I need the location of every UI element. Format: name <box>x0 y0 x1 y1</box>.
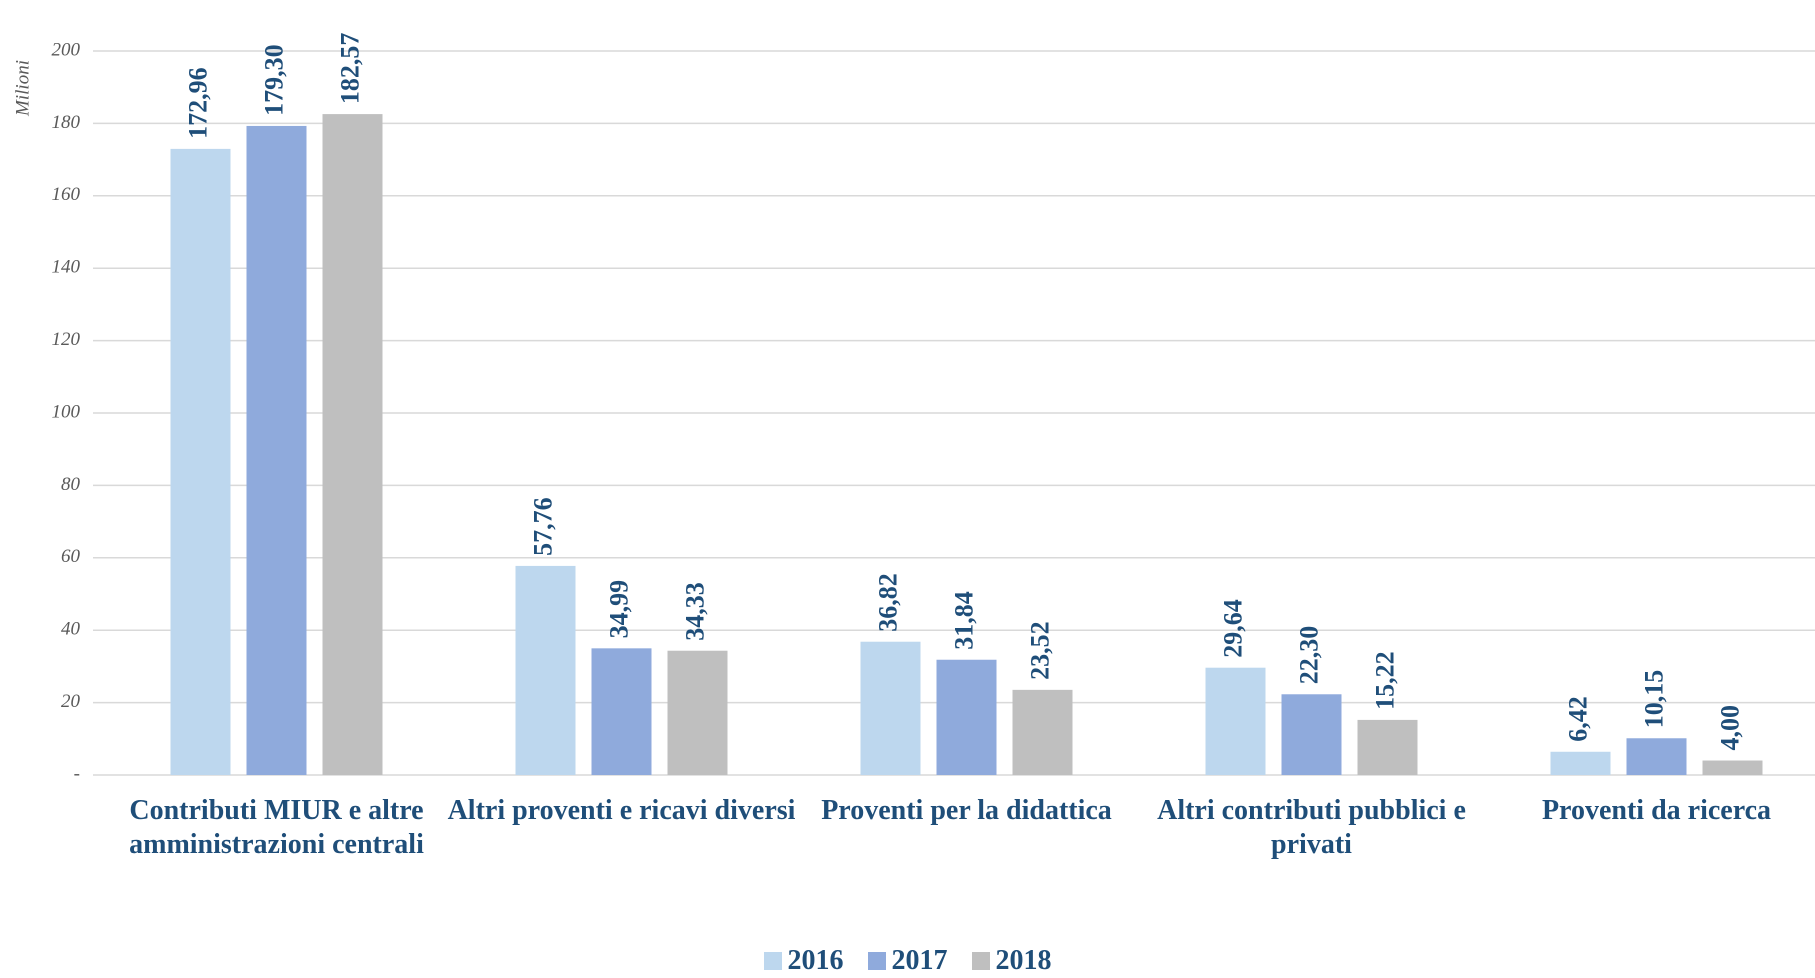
legend-label: 2016 <box>787 945 844 976</box>
y-axis-label: Milioni <box>12 60 33 117</box>
data-label: 179,30 <box>259 44 288 116</box>
data-label: 4,00 <box>1715 705 1744 751</box>
bar <box>936 659 997 775</box>
y-tick-label: 100 <box>52 401 81 422</box>
legend-item: 2016 <box>763 945 844 977</box>
data-label: 22,30 <box>1294 626 1323 685</box>
legend-label: 2017 <box>891 945 948 976</box>
data-label: 10,15 <box>1639 670 1668 729</box>
bar <box>1702 760 1763 775</box>
bar <box>246 125 307 775</box>
data-label: 23,52 <box>1025 621 1054 680</box>
x-tick-label: Altri contributi pubblici e privati <box>1157 795 1466 860</box>
data-label: 34,99 <box>604 580 633 639</box>
x-tick-label: Proventi per la didattica <box>821 795 1112 826</box>
x-tick-label: Contributi MIUR e altre amministrazioni … <box>129 795 424 860</box>
y-tick-label: 180 <box>52 112 81 133</box>
legend-swatch <box>763 952 782 970</box>
bar <box>322 114 383 775</box>
legend-item: 2017 <box>867 945 948 977</box>
bar <box>170 148 231 776</box>
bar <box>1550 751 1611 775</box>
y-tick-label: - <box>74 763 80 784</box>
legend: 2016 2017 2018 <box>0 945 1815 977</box>
legend-label: 2018 <box>995 945 1052 976</box>
bar <box>860 641 921 775</box>
y-tick-label: 140 <box>52 257 81 278</box>
bar <box>667 650 728 775</box>
y-tick-label: 80 <box>61 474 81 495</box>
bar <box>1281 694 1342 775</box>
bar <box>591 648 652 775</box>
y-tick-label: 120 <box>52 329 81 350</box>
x-tick-label: Proventi da ricerca <box>1541 795 1772 826</box>
data-label: 172,96 <box>183 67 212 139</box>
y-tick-label: 40 <box>61 619 81 640</box>
data-label: 15,22 <box>1370 651 1399 710</box>
data-label: 182,57 <box>335 33 364 105</box>
y-tick-label: 60 <box>61 546 81 567</box>
data-label: 6,42 <box>1563 696 1592 742</box>
data-label: 36,82 <box>873 573 902 632</box>
bar <box>1205 667 1266 775</box>
legend-swatch <box>971 952 990 970</box>
bar <box>1012 689 1073 775</box>
data-label: 57,76 <box>528 497 557 556</box>
data-label: 29,64 <box>1218 599 1247 658</box>
data-label: 31,84 <box>949 591 978 650</box>
bar <box>1357 719 1418 775</box>
legend-swatch <box>867 952 886 970</box>
y-tick-label: 160 <box>52 184 81 205</box>
x-tick-label: Altri proventi e ricavi diversi <box>447 795 796 826</box>
data-label: 34,33 <box>680 582 709 641</box>
y-tick-label: 200 <box>52 39 81 60</box>
y-tick-label: 20 <box>61 691 81 712</box>
bar <box>515 565 576 775</box>
bar <box>1626 738 1687 775</box>
legend-item: 2018 <box>971 945 1052 977</box>
